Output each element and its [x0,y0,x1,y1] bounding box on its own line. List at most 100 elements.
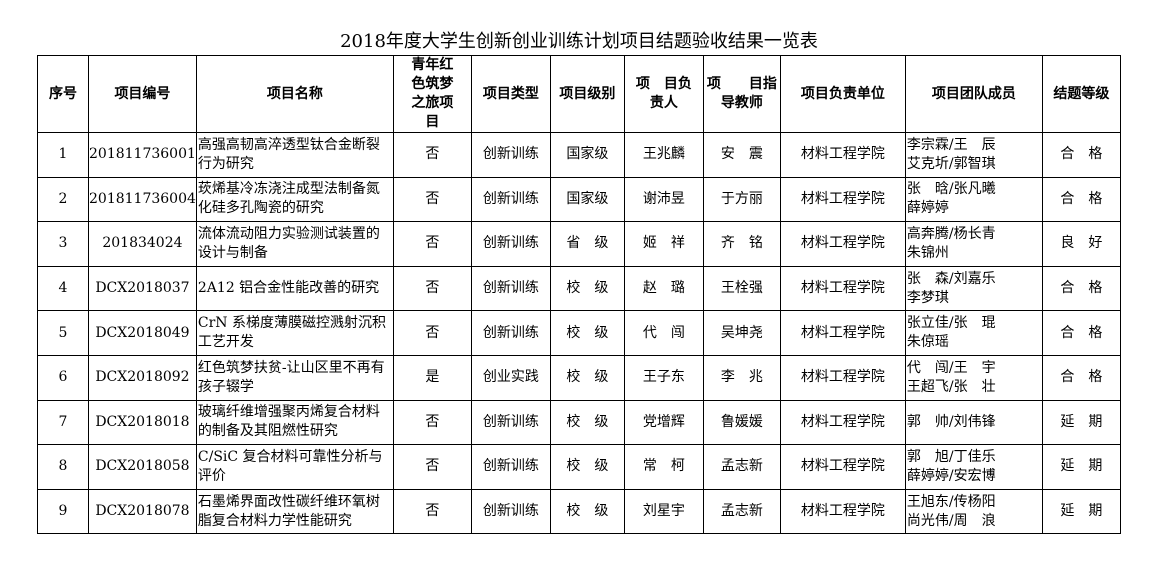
cell-teacher: 吴坤尧 [702,310,781,356]
header-level: 项目级别 [549,55,625,133]
cell-leader: 代 闯 [623,310,704,356]
cell-name: C/SiC 复合材料可靠性分析与评价 [195,444,394,490]
team-member-line: 王超飞/张 壮 [906,378,996,395]
cell-teacher: 鲁媛媛 [702,399,781,446]
cell-no: 1 [37,132,89,178]
cell-members: 郭 旭/丁佳乐 薛婷婷/安宏博 [904,444,1043,490]
header-seq: 序号 [37,55,89,133]
team-member-line: 张 森/刘嘉乐 [906,270,996,287]
cell-unit: 材料工程学院 [779,488,906,535]
cell-members: 郭 帅/刘伟锋 [904,399,1043,446]
cell-no: 6 [37,354,89,401]
team-member-line: 朱锦州 [906,244,949,261]
header-row: 序号 项目编号 项目名称 青年红色筑梦之旅项目 项目类型 项目级别 项 目负责人项 目指导教… [37,55,1121,133]
cell-no: 4 [37,265,89,312]
team-member-line: 李梦琪 [906,289,949,306]
cell-leader: 姬 祥 [623,221,704,267]
cell-name: 红色筑梦扶贫-让山区里不再有孩子辍学 [195,354,394,401]
header-label: 项目负责单位 [800,85,885,102]
cell-name: 2A12 铝合金性能改善的研究 [195,265,394,312]
cell-red: 否 [392,221,472,267]
table-row: 1 201811736001 高强高韧高淬透型钛合金断裂行为研究否创新训练 国家级 王兆… [37,132,1121,178]
team-member-line: 艾克圻/郭智琪 [906,155,996,172]
header-label: 项 目负责人 [635,76,692,111]
cell-members: 李宗霖/王 辰艾克圻/郭智琪 [904,132,1043,178]
cell-level: 校 级 [549,310,625,356]
table-row: 2 201811736004 莰烯基冷冻浇注成型法制备氮化硅多孔陶瓷的研究否创新训练… [37,176,1121,223]
cell-teacher: 孟志新 [702,444,781,490]
table-row: 6 DCX2018092 红色筑梦扶贫-让山区里不再有孩子辍学是创业实践校 级王子东… [37,354,1121,401]
cell-type: 创业实践 [470,354,551,401]
cell-members: 王旭东/传杨阳 尚光伟/周 浪 [904,488,1043,535]
cell-grade: 延 期 [1041,488,1121,535]
cell-unit: 材料工程学院 [779,444,906,490]
cell-type: 创新训练 [470,265,551,312]
header-grade: 结题等级 [1041,55,1121,133]
team-member-line: 李宗霖/王 辰 [906,136,996,153]
results-table: 序号 项目编号 项目名称 青年红色筑梦之旅项目 项目类型 项目级别 项 目负责人项 目指导教… [37,55,1121,535]
cell-teacher: 安 震 [702,132,781,178]
cell-level: 国家级 [549,132,625,178]
cell-teacher: 齐 铭 [702,221,781,267]
cell-members: 张 森/刘嘉乐 李梦琪 [904,265,1043,312]
header-label: 序号 [49,85,77,102]
cell-level: 校 级 [549,444,625,490]
team-member-line: 尚光伟/周 浪 [906,512,996,529]
table-row: 9 DCX2018078 石墨烯界面改性碳纤维环氧树脂复合材料力学性能研究否创新训练… [37,488,1121,535]
cell-name: 高强高韧高淬透型钛合金断裂行为研究 [195,132,394,178]
cell-red: 是 [392,354,472,401]
table-row: 7 DCX2018018 玻璃纤维增强聚丙烯复合材料的制备及其阻燃性研究否创新训练校… [37,399,1121,446]
cell-unit: 材料工程学院 [779,176,906,223]
header-type: 项目类型 [470,55,551,133]
cell-members: 张 晗/张凡曦 薛婷婷 [904,176,1043,223]
cell-no: 8 [37,444,89,490]
cell-name: 流体流动阻力实验测试装置的设计与制备 [195,221,394,267]
cell-name: 玻璃纤维增强聚丙烯复合材料的制备及其阻燃性研究 [195,399,394,446]
cell-leader: 刘星宇 [623,488,704,535]
cell-no: 2 [37,176,89,223]
cell-red: 否 [392,444,472,490]
team-member-line: 高奔腾/杨长青 [906,225,996,242]
header-leader: 项 目负责人 [623,55,704,133]
cell-members: 张立佳/张 琨朱倞瑶 [904,310,1043,356]
cell-leader: 党增辉 [623,399,704,446]
cell-red: 否 [392,399,472,446]
team-member-line: 王旭东/传杨阳 [906,493,996,510]
header-teacher: 项 目指导教师 [702,55,781,133]
cell-grade: 合 格 [1041,265,1121,312]
cell-unit: 材料工程学院 [779,132,906,178]
cell-code: DCX2018049 [88,310,197,356]
cell-grade: 合 格 [1041,132,1121,178]
cell-type: 创新训练 [470,221,551,267]
cell-code: 201811736004 [88,176,197,223]
cell-red: 否 [392,310,472,356]
team-member-line: 薛婷婷/安宏博 [906,467,996,484]
header-red-tour: 青年红色筑梦之旅项目 [392,55,472,133]
header-label: 项目名称 [266,85,323,102]
header-label: 项目团队成员 [931,85,1016,102]
team-member-line: 郭 帅/刘伟锋 [906,413,996,430]
cell-leader: 常 柯 [623,444,704,490]
cell-teacher: 于方丽 [702,176,781,223]
header-label: 项目级别 [559,85,616,102]
table-row: 3 201834024 流体流动阻力实验测试装置的设计与制备否创新训练省 级姬 祥齐… [37,221,1121,267]
cell-code: DCX2018037 [88,265,197,312]
team-member-line: 代 闯/王 宇 [906,359,996,376]
cell-unit: 材料工程学院 [779,310,906,356]
cell-type: 创新训练 [470,176,551,223]
cell-name: 莰烯基冷冻浇注成型法制备氮化硅多孔陶瓷的研究 [195,176,394,223]
cell-code: DCX2018092 [88,354,197,401]
cell-level: 国家级 [549,176,625,223]
cell-grade: 良 好 [1041,221,1121,267]
cell-code: DCX2018078 [88,488,197,535]
cell-red: 否 [392,176,472,223]
cell-leader: 王子东 [623,354,704,401]
cell-level: 校 级 [549,488,625,535]
table-row: 8 DCX2018058 C/SiC 复合材料可靠性分析与评价否创新训练校 级常 柯… [37,444,1121,490]
cell-teacher: 李 兆 [702,354,781,401]
cell-type: 创新训练 [470,444,551,490]
cell-level: 校 级 [549,265,625,312]
team-member-line: 张立佳/张 琨 [906,315,996,332]
cell-level: 省 级 [549,221,625,267]
cell-members: 高奔腾/杨长青 朱锦州 [904,221,1043,267]
